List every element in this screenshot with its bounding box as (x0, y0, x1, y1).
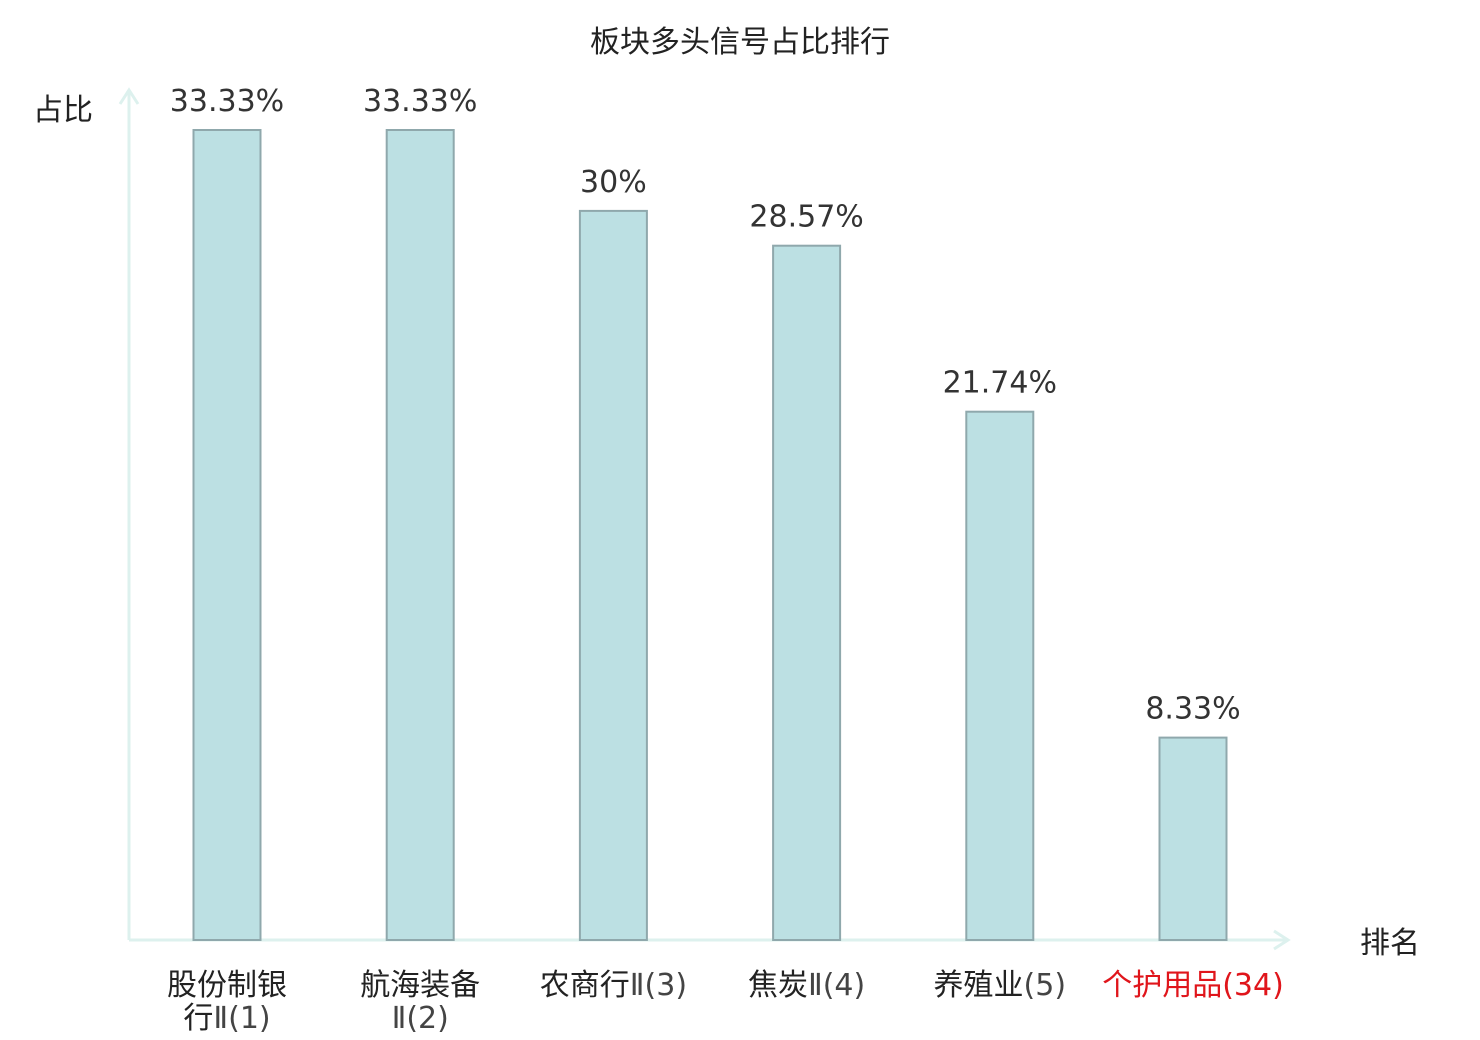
value-label-2: 33.33% (363, 84, 477, 119)
category-label-2-line-1: 航海装备 (360, 968, 480, 1003)
category-label-1-line-1: 股份制银 (167, 968, 287, 1003)
category-label-3-line-1: 农商行Ⅱ(3) (540, 968, 687, 1003)
x-axis-label: 排名 (1360, 926, 1420, 961)
y-axis-arrow (118, 87, 140, 105)
bar-6 (1158, 736, 1228, 941)
category-label-4-line-1: 焦炭Ⅱ(4) (748, 968, 865, 1003)
bar-series (192, 129, 1228, 941)
value-label-6: 8.33% (1145, 692, 1240, 727)
x-axis-arrow (1273, 929, 1291, 951)
bar-4 (772, 244, 842, 941)
category-label-6-line-1: 个护用品(34) (1102, 968, 1284, 1003)
value-label-1: 33.33% (170, 84, 284, 119)
bar-5 (965, 410, 1035, 941)
category-label-2-line-2: Ⅱ(2) (392, 1001, 449, 1036)
value-label-3: 30% (580, 165, 647, 200)
value-label-4: 28.57% (749, 200, 863, 235)
bar-2 (385, 129, 455, 941)
chart-title: 板块多头信号占比排行 (590, 25, 890, 60)
value-labels: 33.33% 33.33% 30% 28.57% 21.74% 8.33% (170, 84, 1241, 727)
y-axis-label: 占比 (33, 93, 93, 128)
bar-3 (578, 209, 648, 941)
value-label-5: 21.74% (943, 366, 1057, 401)
category-label-5-line-1: 养殖业(5) (934, 968, 1067, 1003)
bar-1 (192, 129, 262, 941)
category-label-1-line-2: 行Ⅱ(1) (183, 1001, 270, 1036)
